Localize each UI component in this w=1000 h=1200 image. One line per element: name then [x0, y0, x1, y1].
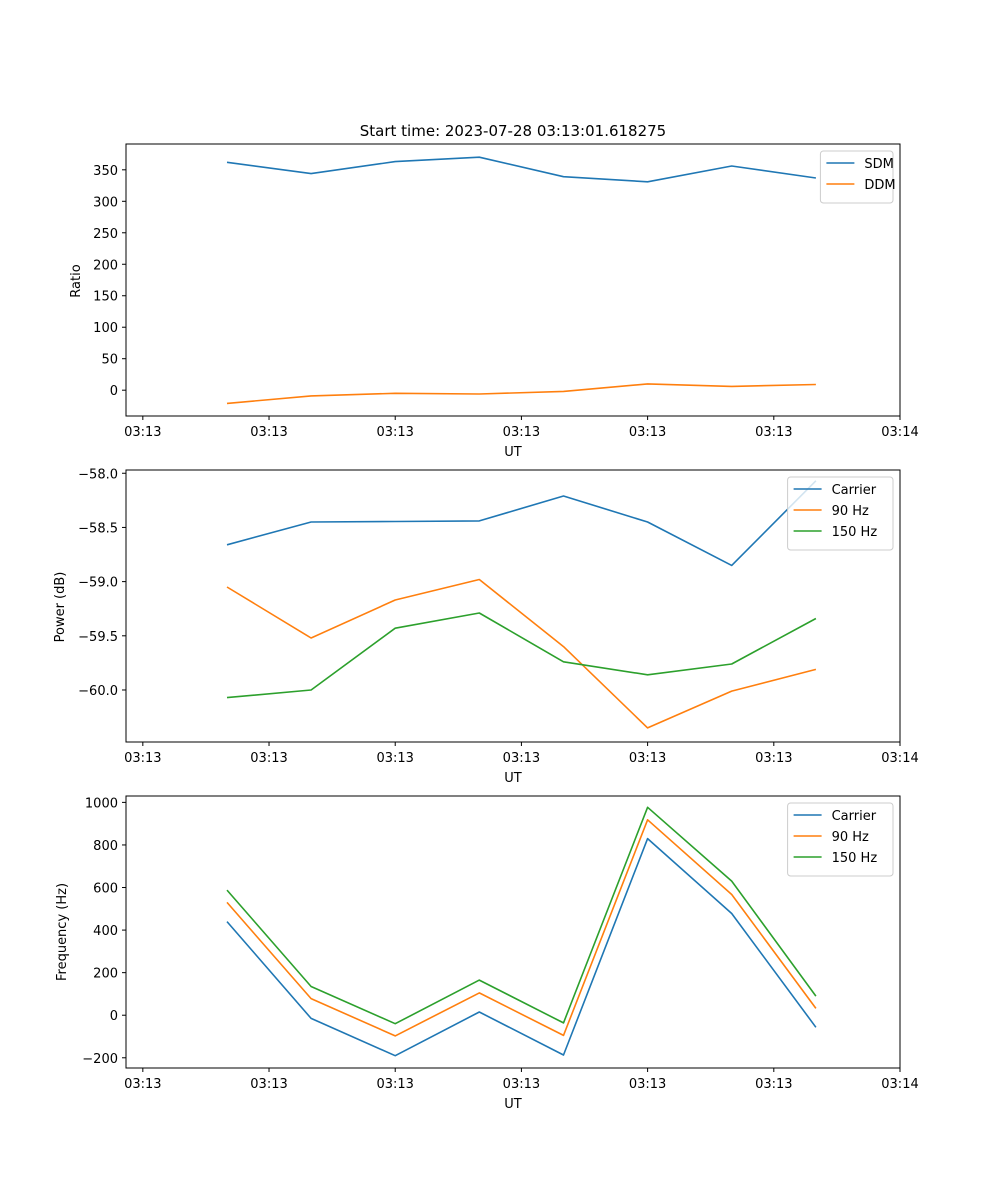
x-tick-label: 03:13: [250, 425, 287, 440]
y-axis-label: Frequency (Hz): [55, 883, 70, 981]
x-tick-label: 03:13: [376, 751, 413, 766]
y-tick-label: −200: [82, 1052, 118, 1067]
series-line-carrier: [226, 837, 817, 1057]
y-tick-label: −58.0: [78, 467, 118, 482]
plot-area-frame: [125, 795, 901, 1069]
y-tick-label: 50: [101, 353, 118, 368]
power-panel: 03:13 03:13 03:13 03:13 03:13 03:13 03:14 −58.…: [53, 467, 919, 786]
x-axis-ticks: 03:13 03:13 03:13 03:13 03:13 03:13 03:14: [124, 416, 919, 440]
legend-label: SDM: [864, 157, 893, 172]
y-tick-label: 200: [93, 258, 118, 273]
series-line-150-hz: [226, 806, 817, 1025]
x-tick-label: 03:13: [250, 751, 287, 766]
x-axis-ticks: 03:13 03:13 03:13 03:13 03:13 03:13 03:14: [124, 1068, 919, 1092]
y-tick-label: 400: [93, 924, 118, 939]
legend-label: Carrier: [832, 809, 877, 824]
y-tick-label: 0: [110, 1009, 118, 1024]
legend-box: [819, 150, 894, 204]
x-tick-label: 03:13: [503, 751, 540, 766]
x-tick-label: 03:13: [755, 425, 792, 440]
series-lines: [226, 156, 817, 405]
y-tick-label: −59.5: [78, 630, 118, 645]
x-tick-label: 03:13: [124, 751, 161, 766]
plot-area-frame: [125, 469, 901, 743]
frequency-panel: 03:13 03:13 03:13 03:13 03:13 03:13 03:14 −200…: [55, 795, 919, 1112]
legend-label: 150 Hz: [832, 525, 878, 540]
x-tick-label: 03:13: [503, 1077, 540, 1092]
plot-area-frame: [125, 143, 901, 417]
x-tick-label: 03:13: [250, 1077, 287, 1092]
legend-label: 90 Hz: [832, 504, 869, 519]
y-tick-label: −58.5: [78, 521, 118, 536]
x-tick-label: 03:13: [124, 425, 161, 440]
x-tick-label: 03:13: [629, 425, 666, 440]
y-axis-ticks: −200 0 200 400 600 800 1000: [82, 796, 126, 1067]
y-axis-ticks: 0 50 100 150 200 250 300 350: [93, 164, 126, 399]
y-tick-label: 1000: [85, 796, 118, 811]
chart-title: Start time: 2023-07-28 03:13:01.618275: [360, 122, 666, 140]
y-tick-label: 800: [93, 839, 118, 854]
x-tick-label: 03:13: [629, 751, 666, 766]
y-tick-label: 250: [93, 227, 118, 242]
y-tick-label: 350: [93, 164, 118, 179]
y-tick-label: 100: [93, 321, 118, 336]
legend: SDM DDM: [819, 150, 896, 204]
x-axis-label: UT: [504, 1097, 522, 1112]
x-tick-label: 03:13: [376, 425, 413, 440]
y-axis-label: Ratio: [69, 264, 84, 297]
y-tick-label: 200: [93, 967, 118, 982]
legend: Carrier 90 Hz 150 Hz: [787, 476, 894, 551]
y-tick-label: 300: [93, 195, 118, 210]
x-tick-label: 03:14: [881, 1077, 918, 1092]
x-tick-label: 03:14: [881, 751, 918, 766]
series-line-150-hz: [226, 612, 817, 699]
legend-label: DDM: [864, 178, 895, 193]
x-axis-label: UT: [504, 445, 522, 460]
x-tick-label: 03:13: [376, 1077, 413, 1092]
x-tick-label: 03:13: [124, 1077, 161, 1092]
legend-label: 90 Hz: [832, 830, 869, 845]
series-lines: [226, 806, 817, 1057]
y-tick-label: 0: [110, 384, 118, 399]
y-tick-label: 600: [93, 882, 118, 897]
y-tick-label: −59.0: [78, 576, 118, 591]
series-line-carrier: [226, 480, 817, 567]
x-tick-label: 03:13: [755, 751, 792, 766]
series-lines: [226, 480, 817, 729]
x-tick-label: 03:14: [881, 425, 918, 440]
series-line-ddm: [226, 383, 816, 405]
series-line-sdm: [226, 156, 817, 183]
y-tick-label: −60.0: [78, 684, 118, 699]
x-axis-ticks: 03:13 03:13 03:13 03:13 03:13 03:13 03:14: [124, 742, 919, 766]
legend-label: Carrier: [832, 483, 877, 498]
legend-label: 150 Hz: [832, 851, 878, 866]
x-axis-label: UT: [504, 771, 522, 786]
x-tick-label: 03:13: [755, 1077, 792, 1092]
legend: Carrier 90 Hz 150 Hz: [787, 802, 894, 877]
series-line-90-hz: [226, 578, 817, 729]
x-tick-label: 03:13: [503, 425, 540, 440]
ratio-panel: Start time: 2023-07-28 03:13:01.618275 0…: [69, 122, 919, 460]
series-line-90-hz: [226, 818, 817, 1037]
y-axis-label: Power (dB): [53, 572, 68, 643]
y-tick-label: 150: [93, 290, 118, 305]
x-tick-label: 03:13: [629, 1077, 666, 1092]
y-axis-ticks: −58.0 −58.5 −59.0 −59.5 −60.0: [78, 467, 126, 699]
